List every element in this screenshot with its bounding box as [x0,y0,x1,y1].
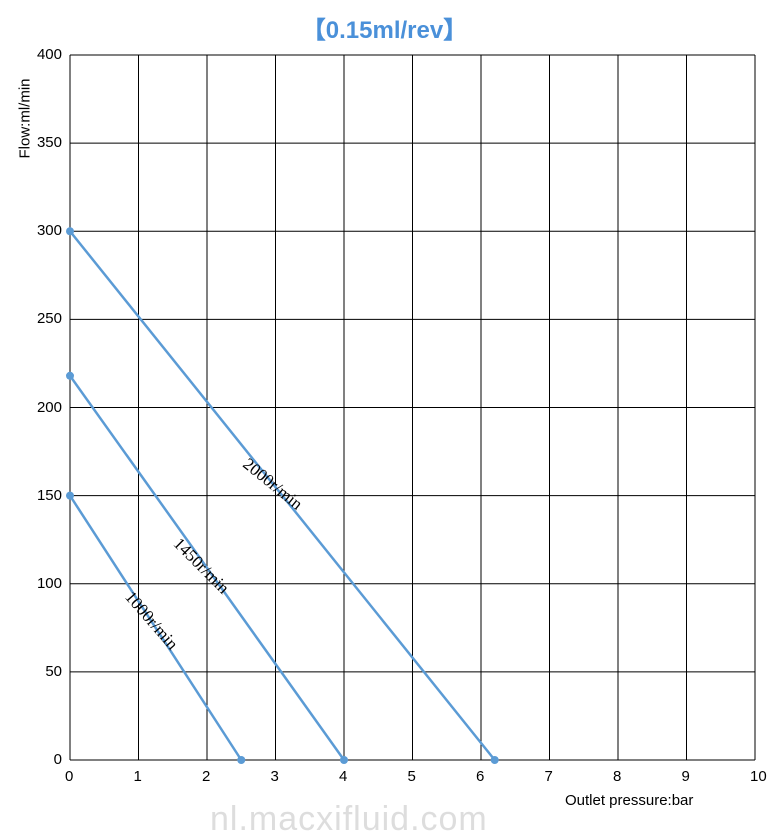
x-tick-label: 6 [476,768,484,785]
x-tick-label: 0 [65,768,73,785]
x-tick-label: 3 [271,768,279,785]
x-axis-label: Outlet pressure:bar [565,792,693,809]
y-tick-label: 350 [37,134,62,151]
x-tick-label: 7 [545,768,553,785]
x-tick-label: 1 [134,768,142,785]
x-tick-label: 5 [408,768,416,785]
y-tick-label: 0 [54,751,62,768]
y-axis-label: Flow:ml/min [17,78,34,158]
chart-container: 【0.15ml/rev】 Flow:ml/min Outlet pressure… [0,0,769,831]
watermark: nl.macxifluid.com [210,800,488,839]
y-tick-label: 100 [37,575,62,592]
x-tick-label: 9 [682,768,690,785]
x-tick-label: 10 [750,768,767,785]
y-tick-label: 50 [45,663,62,680]
y-tick-label: 250 [37,310,62,327]
y-tick-label: 150 [37,487,62,504]
y-tick-label: 200 [37,399,62,416]
y-tick-label: 400 [37,46,62,63]
x-tick-label: 8 [613,768,621,785]
chart-svg [0,0,769,831]
y-tick-label: 300 [37,222,62,239]
x-tick-label: 4 [339,768,347,785]
x-tick-label: 2 [202,768,210,785]
